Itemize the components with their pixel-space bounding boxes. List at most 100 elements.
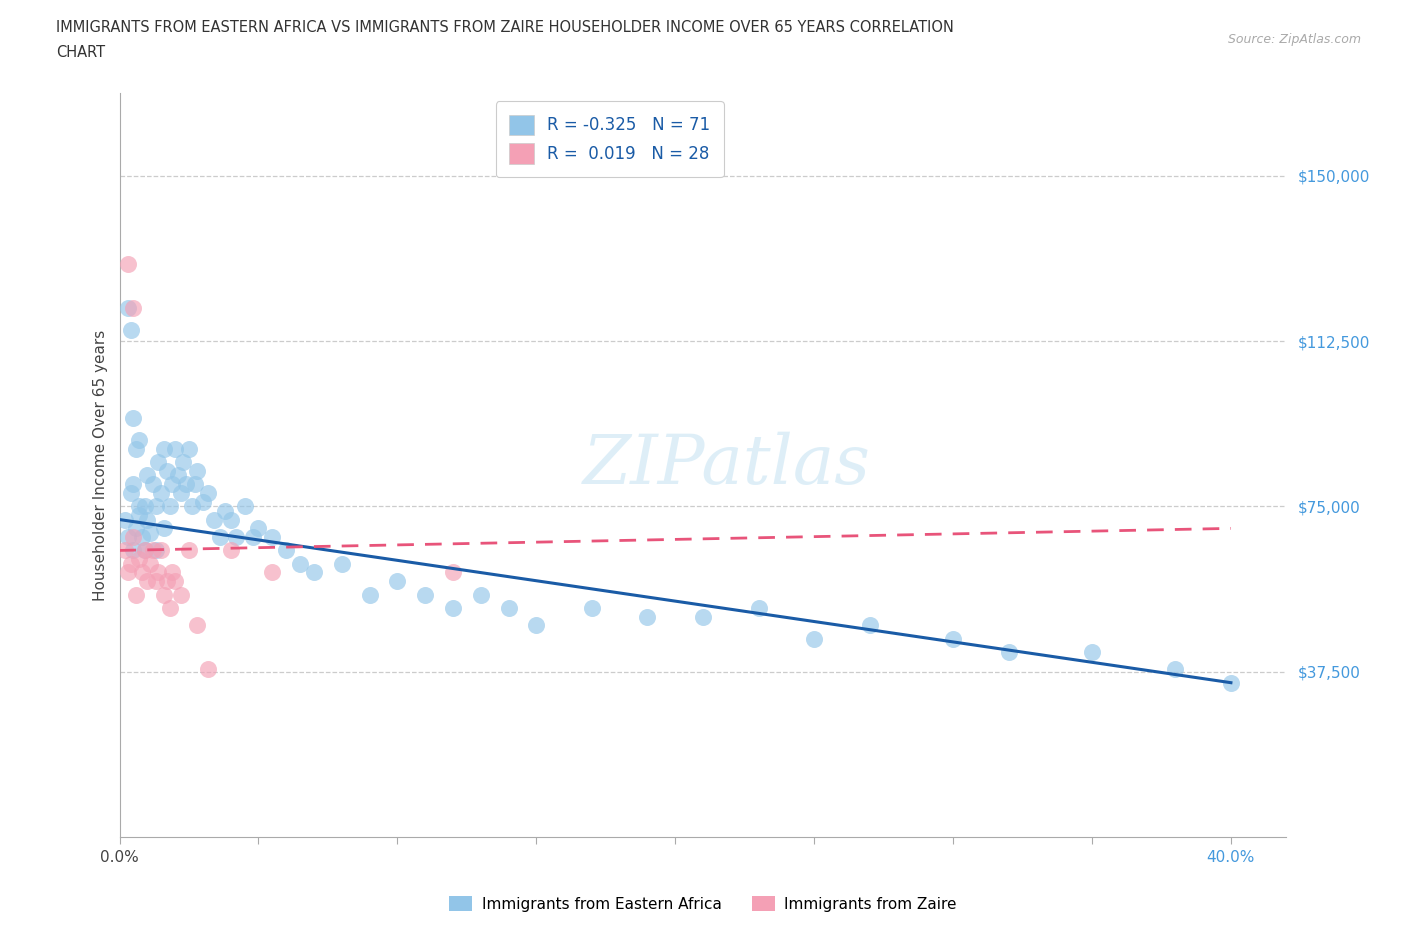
Point [134,543,156,558]
Point [136,512,159,527]
Point [120,556,142,571]
Point [202,512,225,527]
Point [128,551,150,566]
Point [120,323,142,338]
Point [145,543,167,558]
Point [1164,662,1187,677]
Point [122,300,145,315]
Point [153,587,176,602]
Point [117,565,139,580]
Point [288,556,311,571]
Text: Source: ZipAtlas.com: Source: ZipAtlas.com [1227,33,1361,46]
Point [165,574,187,589]
Point [262,530,284,545]
Text: CHART: CHART [56,45,105,60]
Point [128,508,150,523]
Point [498,600,520,615]
Point [131,565,153,580]
Point [262,565,284,580]
Point [145,498,167,513]
Point [197,485,219,500]
Point [233,498,256,513]
Point [134,543,156,558]
Point [180,498,202,513]
Point [441,600,464,615]
Point [139,556,162,571]
Point [156,464,179,479]
Point [122,411,145,426]
Point [169,485,191,500]
Y-axis label: Householder Income Over 65 years: Householder Income Over 65 years [93,329,108,601]
Point [150,485,173,500]
Point [177,442,200,457]
Point [330,556,353,571]
Point [169,587,191,602]
Point [191,495,214,510]
Point [122,543,145,558]
Point [131,530,153,545]
Point [692,609,714,624]
Point [162,565,184,580]
Point [302,565,325,580]
Point [359,587,381,602]
Point [117,300,139,315]
Point [942,631,965,646]
Point [186,464,208,479]
Point [166,468,188,483]
Point [159,600,181,615]
Point [1081,644,1104,659]
Point [134,498,156,513]
Point [128,498,150,513]
Point [136,468,159,483]
Point [803,631,825,646]
Point [186,618,208,632]
Point [156,574,179,589]
Point [748,600,770,615]
Point [172,455,194,470]
Point [524,618,547,632]
Point [219,543,242,558]
Point [276,543,298,558]
Point [636,609,658,624]
Point [117,530,139,545]
Point [441,565,464,580]
Point [125,521,148,536]
Point [387,574,409,589]
Text: ZIPatlas: ZIPatlas [582,432,870,498]
Point [247,521,270,536]
Point [125,587,148,602]
Point [208,530,231,545]
Point [139,525,162,540]
Point [242,530,264,545]
Text: IMMIGRANTS FROM EASTERN AFRICA VS IMMIGRANTS FROM ZAIRE HOUSEHOLDER INCOME OVER : IMMIGRANTS FROM EASTERN AFRICA VS IMMIGR… [56,20,955,35]
Point [1219,675,1241,690]
Point [177,543,200,558]
Point [148,565,170,580]
Point [145,574,167,589]
Point [122,477,145,492]
Point [148,455,170,470]
Point [174,477,197,492]
Point [114,543,136,558]
Legend: R = -0.325   N = 71, R =  0.019   N = 28: R = -0.325 N = 71, R = 0.019 N = 28 [495,101,724,177]
Point [128,432,150,447]
Point [142,477,165,492]
Point [165,442,187,457]
Point [413,587,436,602]
Point [581,600,603,615]
Point [159,498,181,513]
Point [225,530,247,545]
Point [136,574,159,589]
Legend: Immigrants from Eastern Africa, Immigrants from Zaire: Immigrants from Eastern Africa, Immigran… [443,889,963,918]
Point [120,485,142,500]
Point [153,442,176,457]
Point [114,512,136,527]
Point [117,257,139,272]
Point [470,587,492,602]
Point [197,662,219,677]
Point [122,530,145,545]
Point [162,477,184,492]
Point [219,512,242,527]
Point [183,477,205,492]
Point [859,618,882,632]
